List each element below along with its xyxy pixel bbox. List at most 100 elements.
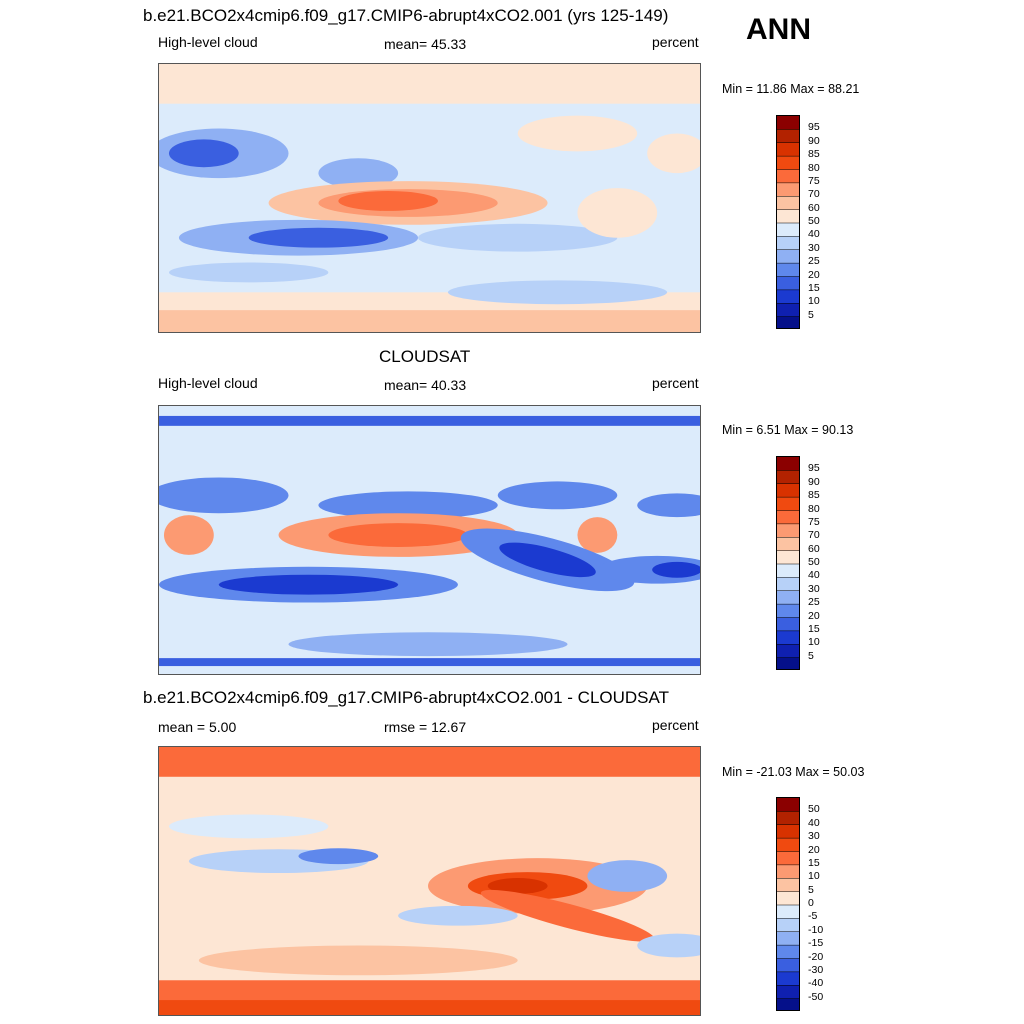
panel-1-contour-map [159, 64, 700, 332]
colorbar-tick-label: 95 [808, 121, 820, 134]
panel-3-colorbar [776, 797, 800, 1011]
colorbar-swatch [777, 644, 799, 659]
colorbar-swatch [777, 630, 799, 645]
colorbar-swatch [777, 864, 799, 879]
colorbar-tick-label: 50 [808, 803, 820, 816]
colorbar-swatch [777, 236, 799, 251]
contour-region [328, 523, 468, 547]
colorbar-swatch [777, 316, 799, 328]
contour-region [318, 158, 399, 189]
panel-2-variable-label: High-level cloud [158, 375, 258, 391]
contour-region [447, 280, 668, 305]
contour-region [480, 889, 655, 942]
colorbar-swatches [777, 116, 799, 328]
panel-3-units-label: percent [652, 717, 699, 733]
colorbar-tick-label: -10 [808, 923, 824, 936]
panel-1-minmax: Min = 11.86 Max = 88.21 [722, 82, 860, 96]
colorbar-tick-label: 40 [808, 816, 820, 829]
colorbar-swatch [777, 577, 799, 592]
contour-region [218, 574, 399, 595]
panel-2-contour-map [159, 406, 700, 674]
colorbar-tick-label: 25 [808, 255, 820, 268]
colorbar-swatch [777, 510, 799, 525]
contour-region [497, 481, 618, 510]
contour-region [168, 814, 329, 839]
contour-region [168, 139, 239, 168]
contour-region [517, 115, 638, 152]
colorbar-swatch [777, 657, 799, 669]
contour-band [159, 64, 700, 104]
panel-1-map [158, 63, 701, 333]
colorbar-tick-label: -40 [808, 977, 824, 990]
colorbar-swatch [777, 945, 799, 959]
colorbar-tick-label: 10 [808, 870, 820, 883]
panel-3-title: b.e21.BCO2x4cmip6.f09_g17.CMIP6-abrupt4x… [143, 688, 669, 707]
colorbar-swatch [777, 985, 799, 1000]
panel-1-variable-label: High-level cloud [158, 34, 258, 50]
colorbar-tick-label: 15 [808, 856, 820, 869]
panel-3-mean-label: mean = 5.00 [158, 719, 237, 735]
colorbar-swatch [777, 971, 799, 986]
colorbar-swatch [777, 303, 799, 318]
colorbar-swatch [777, 604, 799, 618]
colorbar-tick-label: 40 [808, 228, 820, 241]
contour-region [587, 860, 668, 892]
panel-2-map [158, 405, 701, 675]
colorbar-swatch [777, 470, 799, 485]
colorbar-swatches [777, 798, 799, 1010]
contour-region [577, 188, 658, 238]
colorbar-swatch [777, 129, 799, 144]
colorbar-swatch [777, 182, 799, 197]
colorbar-tick-label: 90 [808, 475, 820, 488]
colorbar-swatch [777, 550, 799, 565]
contour-region [159, 477, 289, 514]
contour-region [487, 878, 548, 894]
colorbar-swatch [777, 209, 799, 224]
contour-band [159, 658, 700, 667]
colorbar-tick-label: 80 [808, 502, 820, 515]
panel-2-colorbar [776, 456, 800, 670]
colorbar-tick-label: -5 [808, 910, 818, 923]
contour-region [168, 262, 329, 283]
colorbar-tick-label: 60 [808, 201, 820, 214]
contour-region [288, 632, 568, 657]
colorbar-tick-label: -15 [808, 937, 824, 950]
colorbar-swatch [777, 276, 799, 291]
panel-3-rmse-label: rmse = 12.67 [384, 719, 467, 735]
contour-band [159, 747, 700, 777]
colorbar-swatch [777, 798, 799, 812]
colorbar-tick-label: 75 [808, 515, 820, 528]
panel-1-colorbar [776, 115, 800, 329]
contour-region [338, 191, 438, 211]
panel-3-minmax: Min = -21.03 Max = 50.03 [722, 765, 865, 779]
colorbar-tick-label: 10 [808, 295, 820, 308]
colorbar-swatch [777, 891, 799, 906]
colorbar-swatch [777, 263, 799, 277]
contour-region [298, 848, 379, 865]
colorbar-swatch [777, 116, 799, 130]
colorbar-swatch [777, 998, 799, 1010]
colorbar-tick-label: 95 [808, 462, 820, 475]
panel-3-map [158, 746, 701, 1016]
colorbar-tick-label: 50 [808, 215, 820, 227]
colorbar-swatch [777, 289, 799, 304]
colorbar-swatch [777, 617, 799, 632]
colorbar-tick-label: 15 [808, 281, 820, 294]
contour-region [398, 905, 518, 926]
colorbar-swatch [777, 497, 799, 511]
colorbar-tick-label: -50 [808, 990, 824, 1003]
panel-2-mean-label: mean= 40.33 [384, 377, 467, 393]
colorbar-swatch [777, 878, 799, 893]
colorbar-tick-label: 5 [808, 883, 814, 896]
contour-region [637, 493, 700, 518]
colorbar-swatch [777, 196, 799, 211]
contour-region [248, 227, 389, 248]
contour-band [159, 1000, 700, 1015]
contour-region [418, 223, 618, 252]
colorbar-swatch [777, 156, 799, 170]
contour-region [318, 491, 498, 520]
contour-region [577, 517, 618, 553]
colorbar-swatch [777, 142, 799, 157]
colorbar-tick-label: 20 [808, 843, 820, 856]
colorbar-tick-label: -30 [808, 963, 824, 976]
